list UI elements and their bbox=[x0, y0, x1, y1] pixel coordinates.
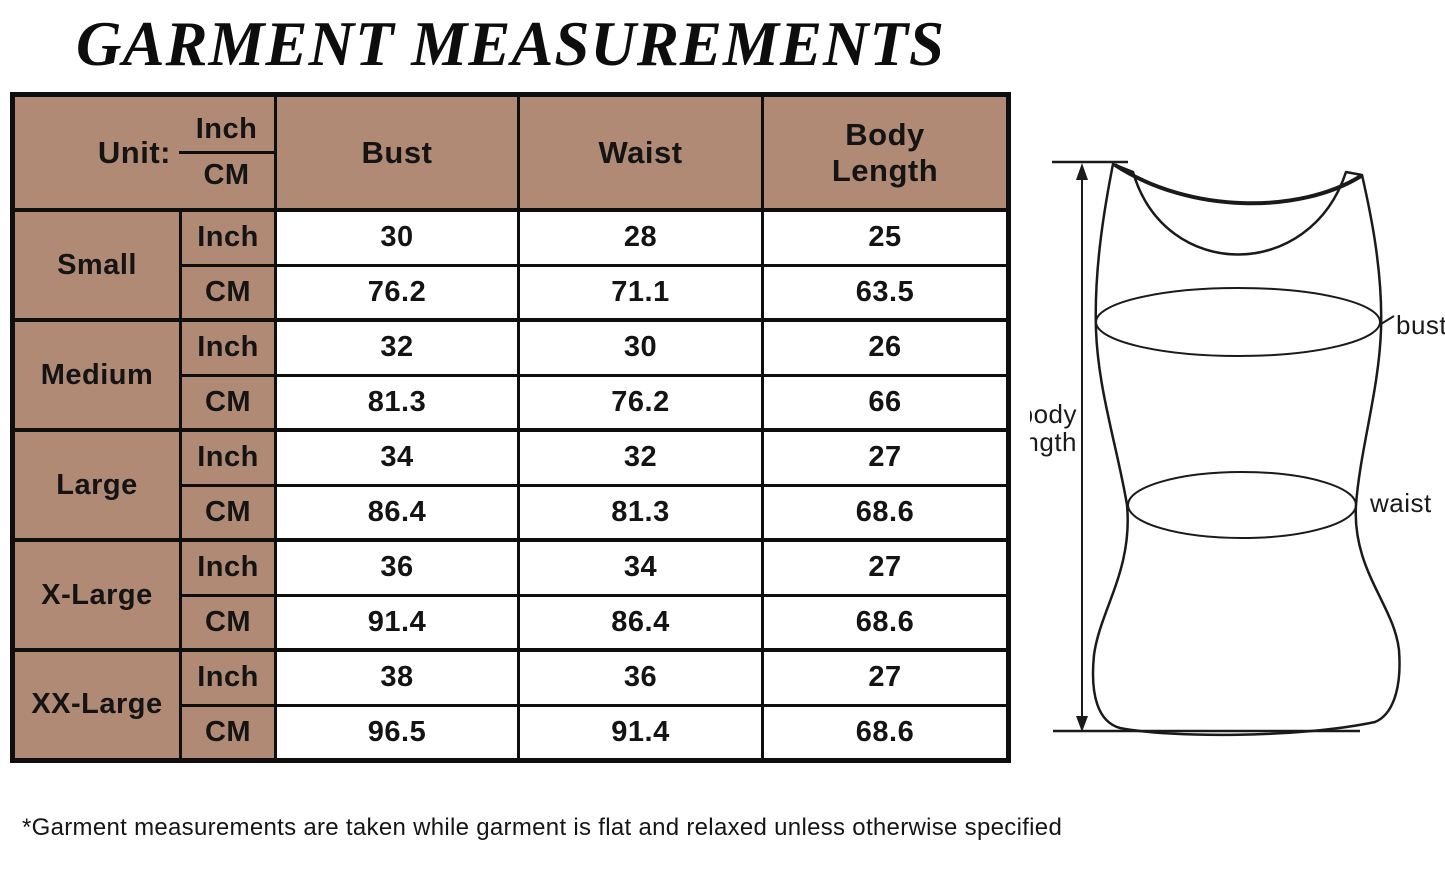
header-cell-waist: Waist bbox=[517, 93, 764, 212]
unit-fraction: Unit: Inch CM bbox=[15, 97, 274, 208]
value-cell: 86.4 bbox=[517, 593, 764, 652]
size-label-xxlarge: XX-Large bbox=[11, 648, 182, 762]
value-cell: 27 bbox=[761, 538, 1010, 597]
value-cell: 76.2 bbox=[274, 263, 520, 322]
size-label-large: Large bbox=[11, 428, 182, 542]
value-cell: 68.6 bbox=[761, 703, 1010, 762]
value-cell: 36 bbox=[274, 538, 520, 597]
header-cell-body-length: Body Length bbox=[761, 93, 1010, 212]
unit-cell: Inch bbox=[179, 648, 277, 707]
unit-cell: CM bbox=[179, 373, 277, 432]
unit-cell: CM bbox=[179, 703, 277, 762]
value-cell: 27 bbox=[761, 428, 1010, 487]
value-cell: 34 bbox=[517, 538, 764, 597]
size-label-medium: Medium bbox=[11, 318, 182, 432]
waist-ellipse-icon bbox=[1127, 471, 1357, 539]
value-cell: 91.4 bbox=[274, 593, 520, 652]
tank-top-diagram: bust waist body length bbox=[1030, 160, 1445, 737]
value-cell: 66 bbox=[761, 373, 1010, 432]
table-row-small-inch: Small Inch 30 28 25 bbox=[11, 208, 1010, 322]
bust-leader-line bbox=[1380, 315, 1395, 325]
header-row: Unit: Inch CM Bust Waist Body Length bbox=[11, 93, 1010, 212]
footnote: *Garment measurements are taken while ga… bbox=[22, 814, 1063, 841]
table-row-small-cm: CM 76.2 71.1 63.5 bbox=[13, 263, 1010, 322]
arrowhead-up-icon bbox=[1076, 163, 1088, 180]
value-cell: 76.2 bbox=[517, 373, 764, 432]
back-neckline-icon bbox=[1113, 163, 1363, 206]
header-cell-bust: Bust bbox=[274, 93, 520, 212]
table-row-xlarge-inch: X-Large Inch 36 34 27 bbox=[11, 538, 1010, 652]
header-cell-unit: Unit: Inch CM bbox=[11, 93, 277, 212]
value-cell: 81.3 bbox=[517, 483, 764, 542]
table-row-xxlarge-inch: XX-Large Inch 38 36 27 bbox=[11, 648, 1010, 762]
value-cell: 30 bbox=[517, 318, 764, 377]
unit-cell: Inch bbox=[179, 318, 277, 377]
body-length-label-line2: length bbox=[1030, 427, 1077, 457]
value-cell: 32 bbox=[274, 318, 520, 377]
value-cell: 25 bbox=[761, 208, 1010, 267]
unit-cell: CM bbox=[179, 263, 277, 322]
value-cell: 68.6 bbox=[761, 593, 1010, 652]
table-row-large-inch: Large Inch 34 32 27 bbox=[11, 428, 1010, 542]
garment-measurements-table: Unit: Inch CM Bust Waist Body Length Sma… bbox=[10, 92, 1011, 763]
value-cell: 34 bbox=[274, 428, 520, 487]
unit-cm-label: CM bbox=[203, 159, 250, 191]
table-row-medium-cm: CM 81.3 76.2 66 bbox=[13, 373, 1010, 432]
table-row-large-cm: CM 86.4 81.3 68.6 bbox=[13, 483, 1010, 542]
value-cell: 38 bbox=[274, 648, 520, 707]
value-cell: 26 bbox=[761, 318, 1010, 377]
value-cell: 36 bbox=[517, 648, 764, 707]
arrowhead-down-icon bbox=[1076, 716, 1088, 732]
value-cell: 68.6 bbox=[761, 483, 1010, 542]
unit-cell: Inch bbox=[179, 428, 277, 487]
value-cell: 86.4 bbox=[274, 483, 520, 542]
tank-top-outline-icon bbox=[1091, 162, 1401, 737]
unit-cell: CM bbox=[179, 483, 277, 542]
table-row-xlarge-cm: CM 91.4 86.4 68.6 bbox=[13, 593, 1010, 652]
value-cell: 30 bbox=[274, 208, 520, 267]
unit-inch-label: Inch bbox=[179, 110, 274, 154]
value-cell: 32 bbox=[517, 428, 764, 487]
table-row-xxlarge-cm: CM 96.5 91.4 68.6 bbox=[13, 703, 1010, 762]
value-cell: 27 bbox=[761, 648, 1010, 707]
body-length-label-line1: body bbox=[1030, 399, 1077, 429]
value-cell: 91.4 bbox=[517, 703, 764, 762]
waist-label: waist bbox=[1369, 488, 1432, 518]
bust-ellipse-icon bbox=[1095, 287, 1381, 357]
unit-cell: Inch bbox=[179, 208, 277, 267]
value-cell: 63.5 bbox=[761, 263, 1010, 322]
unit-cell: CM bbox=[179, 593, 277, 652]
table-row-medium-inch: Medium Inch 32 30 26 bbox=[11, 318, 1010, 432]
page-title: GARMENT MEASUREMENTS bbox=[76, 9, 945, 79]
value-cell: 96.5 bbox=[274, 703, 520, 762]
value-cell: 71.1 bbox=[517, 263, 764, 322]
bust-label: bust bbox=[1396, 310, 1445, 340]
value-cell: 81.3 bbox=[274, 373, 520, 432]
value-cell: 28 bbox=[517, 208, 764, 267]
size-label-xlarge: X-Large bbox=[11, 538, 182, 652]
unit-cell: Inch bbox=[179, 538, 277, 597]
unit-label: Unit: bbox=[97, 134, 171, 170]
size-label-small: Small bbox=[11, 208, 182, 322]
